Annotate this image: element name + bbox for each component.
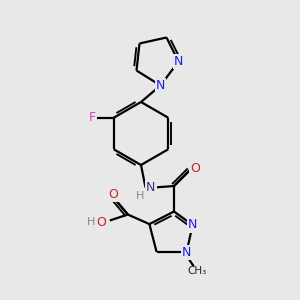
Text: N: N bbox=[156, 79, 165, 92]
Text: N: N bbox=[174, 55, 183, 68]
Text: H: H bbox=[87, 217, 95, 227]
Text: O: O bbox=[108, 188, 118, 201]
Text: F: F bbox=[89, 111, 96, 124]
Text: N: N bbox=[182, 245, 191, 259]
Text: N: N bbox=[188, 218, 197, 232]
Text: O: O bbox=[97, 215, 106, 229]
Text: H: H bbox=[136, 191, 144, 201]
Text: CH₃: CH₃ bbox=[187, 266, 206, 277]
Text: O: O bbox=[190, 162, 200, 176]
Text: N: N bbox=[146, 181, 156, 194]
